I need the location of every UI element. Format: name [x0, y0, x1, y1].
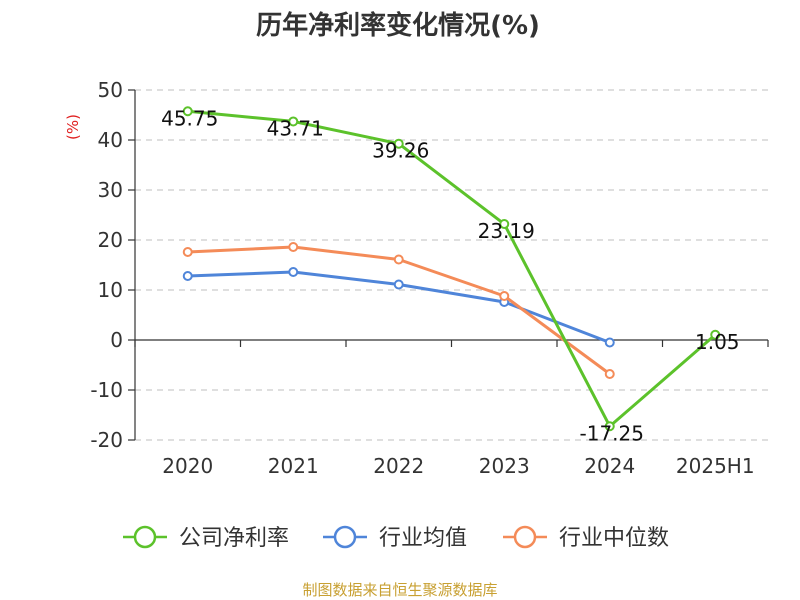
x-tick-label-2024: 2024 — [584, 454, 635, 478]
x-tick-label-2023: 2023 — [479, 454, 530, 478]
series-line-2 — [187, 245, 611, 376]
point-0-2022 — [393, 138, 404, 149]
point-0-2023 — [499, 219, 510, 230]
point-1-2020 — [182, 271, 193, 281]
data-label-2021: 43.71 — [267, 116, 324, 140]
y-tick-label-0: 0 — [110, 328, 123, 352]
x-tick-label-2020: 2020 — [162, 454, 213, 478]
x-tick-label-2022: 2022 — [373, 454, 424, 478]
point-2-2022 — [393, 254, 404, 265]
data-labels: 45.75 43.71 39.26 23.19 -17.25 1.05 — [161, 106, 739, 445]
y-tick-label-50: 50 — [98, 78, 123, 102]
point-0-2024 — [604, 421, 615, 432]
data-label-2024: -17.25 — [580, 421, 644, 445]
point-0-2025H1 — [710, 329, 721, 340]
point-1-2021 — [288, 267, 299, 277]
point-0-2021 — [288, 116, 299, 127]
series-line-0 — [187, 109, 717, 428]
y-tick-label-10: 10 — [98, 278, 123, 302]
y-tick-label-30: 30 — [98, 178, 123, 202]
legend-marker-2 — [513, 525, 537, 549]
chart-title: 历年净利率变化情况(%) — [256, 10, 540, 41]
point-1-2024 — [604, 337, 615, 348]
point-1-2022 — [393, 279, 404, 290]
legend-label-0: 公司净利率 — [179, 526, 289, 551]
point-0-2020 — [182, 106, 193, 117]
legend-marker-0 — [133, 525, 157, 549]
point-2-2024 — [604, 369, 615, 379]
point-2-2021 — [288, 242, 299, 252]
source-note: 制图数据来自恒生聚源数据库 — [302, 581, 497, 599]
point-2-2023 — [499, 291, 510, 301]
y-tick-label-20: 20 — [98, 228, 123, 252]
x-tick-label-2021: 2021 — [268, 454, 319, 478]
y-tick-label--20: -20 — [90, 428, 123, 452]
grid-lines — [135, 89, 768, 441]
y-tick-label-40: 40 — [98, 128, 123, 152]
data-label-2020: 45.75 — [161, 106, 218, 130]
data-label-2025H1: 1.05 — [695, 330, 740, 354]
x-tick-label-2025H1: 2025H1 — [676, 454, 755, 478]
legend-label-2: 行业中位数 — [559, 526, 669, 551]
point-2-2020 — [182, 247, 193, 257]
data-label-2022: 39.26 — [372, 139, 429, 163]
legend-marker-1 — [333, 525, 357, 549]
y-axis-unit-label: (%) — [64, 114, 82, 140]
series-layer — [182, 106, 721, 432]
y-tick-label--10: -10 — [90, 378, 123, 402]
legend-label-1: 行业均值 — [379, 526, 467, 551]
y-axis-ticks: 50 40 30 20 10 0 -10 -20 — [90, 78, 135, 452]
x-axis: 2020 2021 2022 2023 2024 2025H1 — [134, 90, 769, 478]
legend: 公司净利率 行业均值 行业中位数 — [123, 525, 669, 551]
data-label-2023: 23.19 — [478, 219, 535, 243]
